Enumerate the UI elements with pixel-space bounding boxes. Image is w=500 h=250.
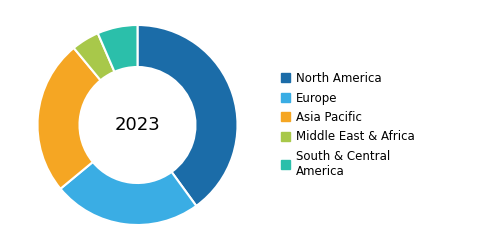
Wedge shape [60,162,196,225]
Wedge shape [98,25,138,72]
Wedge shape [138,25,237,206]
Legend: North America, Europe, Asia Pacific, Middle East & Africa, South & Central
Ameri: North America, Europe, Asia Pacific, Mid… [281,72,415,178]
Wedge shape [74,33,114,80]
Text: 2023: 2023 [114,116,160,134]
Wedge shape [38,48,100,189]
